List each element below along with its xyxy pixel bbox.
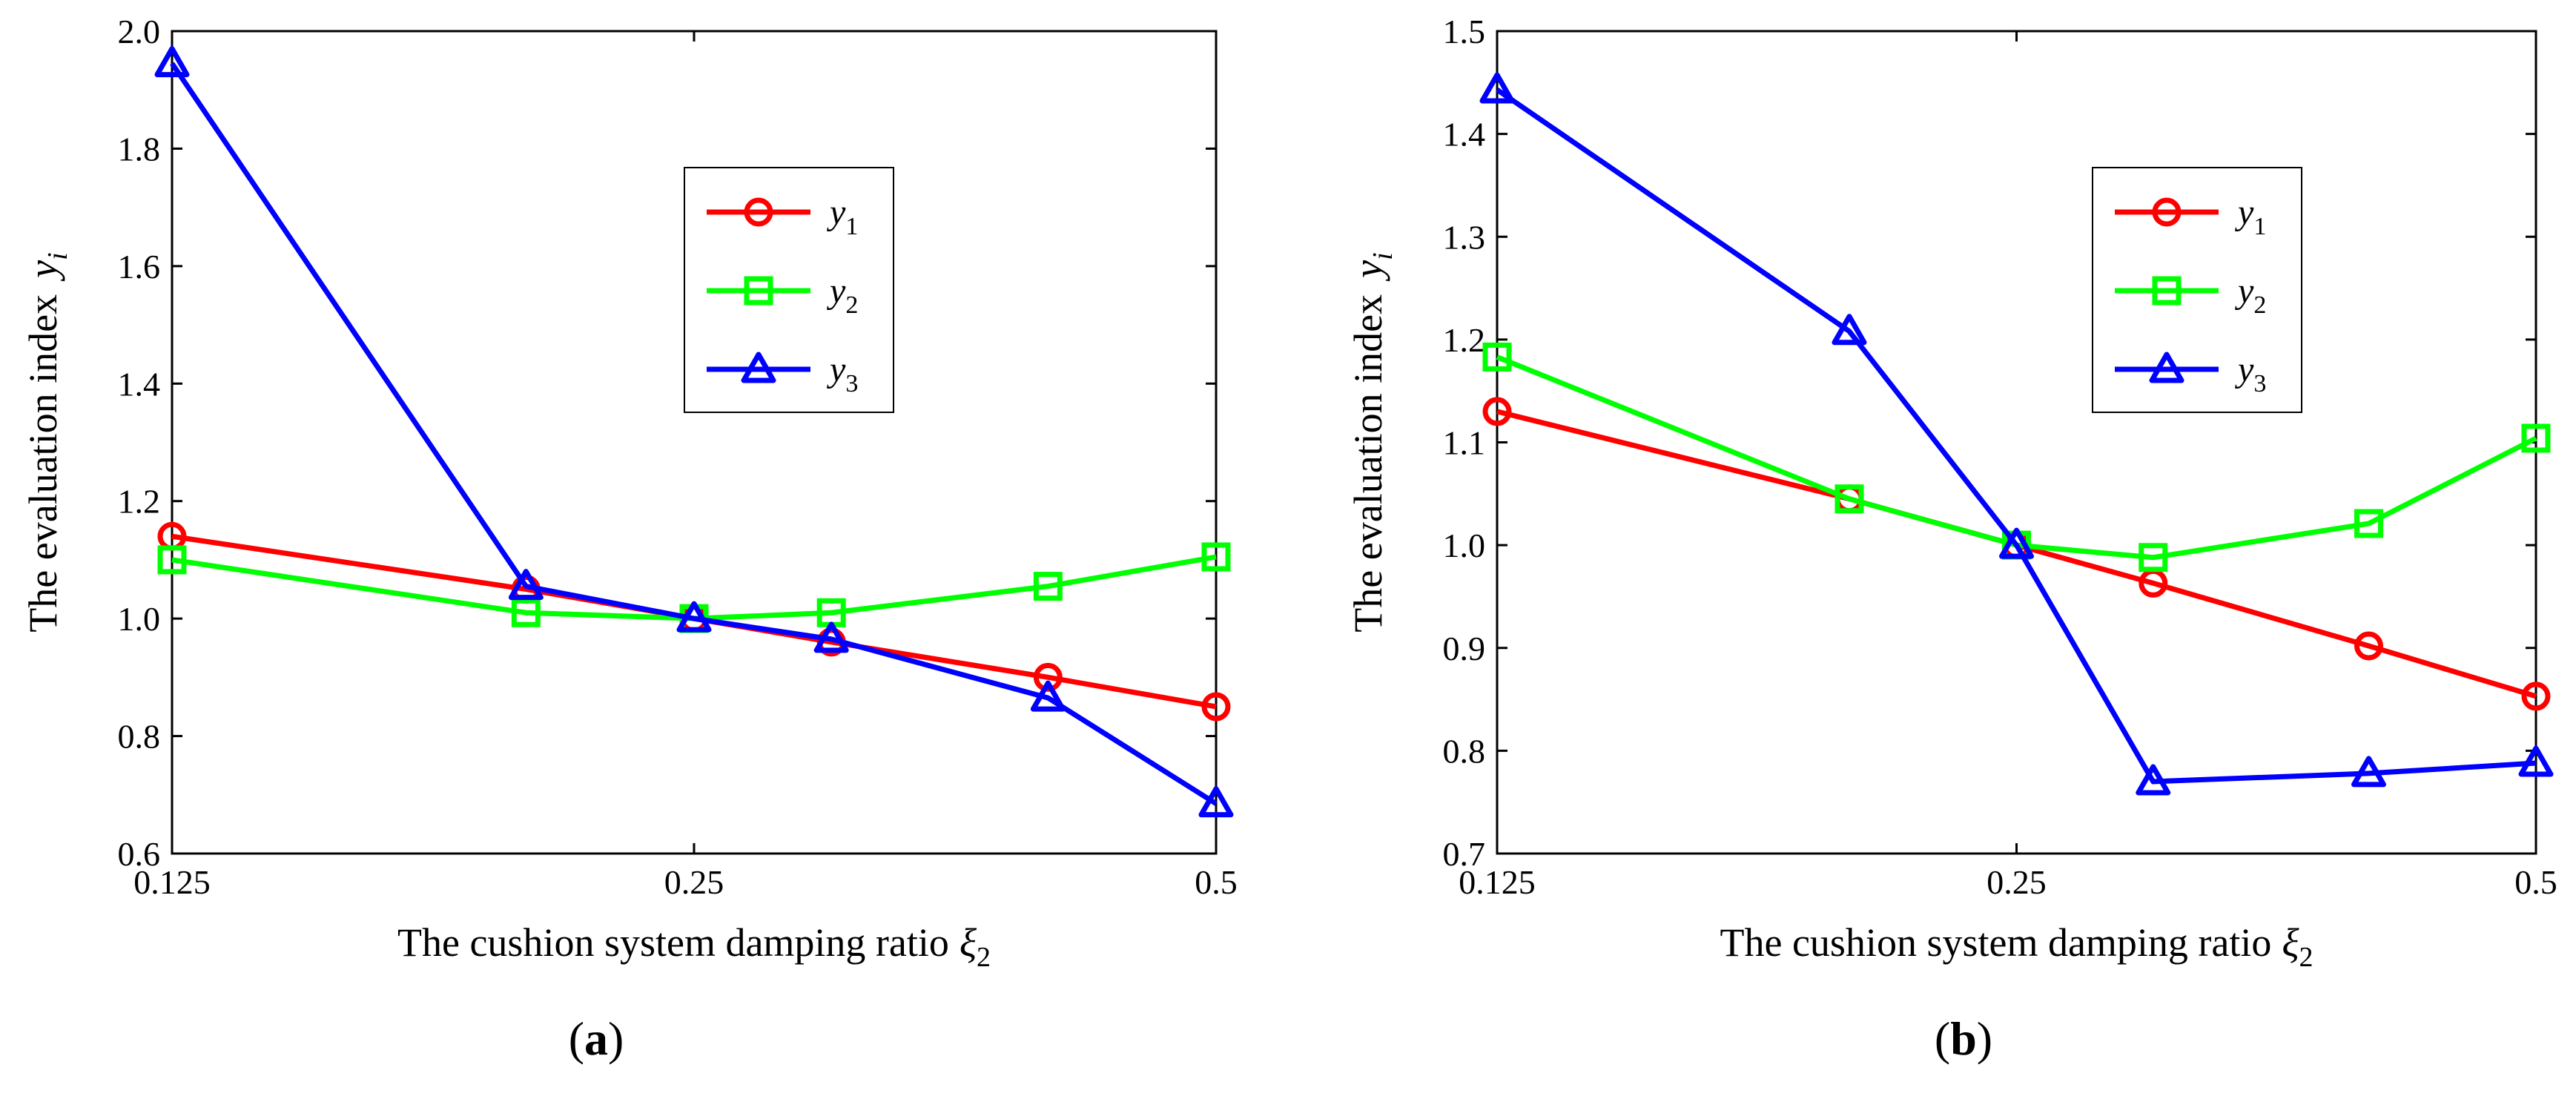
series-y3 (154, 46, 1234, 818)
x-tick-label: 0.125 (1459, 863, 1536, 901)
point-marker-triangle (508, 569, 544, 601)
point-marker-circle (1201, 692, 1231, 722)
point-marker-square (744, 276, 773, 306)
panel-label: (a) (569, 1012, 624, 1065)
point-marker-triangle (2351, 756, 2386, 788)
series-line-y1 (1496, 409, 2537, 699)
point-marker-triangle (154, 46, 190, 78)
legend-item-y2: y2 (707, 271, 858, 319)
point-marker-triangle (2518, 745, 2554, 777)
point-marker-triangle (813, 621, 849, 653)
legend: y1 y2 y3 (684, 167, 894, 413)
point-marker-triangle (2136, 764, 2171, 796)
legend-item-y3: y3 (707, 350, 858, 397)
point-marker-circle (1482, 397, 1512, 426)
series-line-y2 (171, 554, 1217, 621)
point-marker-square (2354, 509, 2383, 538)
point-marker-square (1033, 572, 1063, 601)
y-tick-label: 1.0 (1443, 527, 1486, 564)
y-axis-label: The evaluation indexyi (1346, 252, 1398, 632)
point-marker-circle (2521, 681, 2551, 711)
x-tick-label: 0.5 (1195, 863, 1238, 901)
series-y1 (157, 521, 1231, 722)
series-y3 (1479, 72, 2554, 796)
panel-label: (b) (1935, 1012, 1992, 1065)
point-marker-triangle (1832, 314, 1867, 346)
point-marker-triangle (1198, 786, 1234, 818)
legend-label: y3 (2234, 350, 2266, 397)
point-marker-triangle (1030, 680, 1066, 712)
plot-area-frame (1496, 30, 2537, 855)
y-axis-label: The evaluation indexyi (21, 252, 73, 632)
x-axis-label: The cushion system damping ratio ξ2 (1720, 920, 2314, 973)
x-tick-label: 0.125 (133, 863, 211, 901)
y-tick-label: 1.8 (118, 130, 161, 168)
legend-label: y2 (2234, 271, 2266, 319)
point-marker-square (511, 598, 541, 627)
y-tick-label: 1.0 (118, 600, 161, 638)
series-line-y3 (170, 62, 1218, 806)
point-marker-circle (1033, 662, 1063, 692)
point-marker-square (1834, 484, 1864, 514)
y-tick-label: 1.3 (1443, 218, 1486, 256)
legend: y1 y2 y3 (2092, 167, 2302, 413)
legend-item-y1: y1 (707, 193, 858, 240)
legend-label: y1 (2234, 193, 2266, 240)
point-marker-triangle (2149, 352, 2184, 383)
point-marker-circle (2354, 631, 2383, 661)
y-tick-label: 1.4 (1443, 116, 1486, 154)
point-marker-circle (744, 197, 773, 227)
series-y2 (1482, 342, 2551, 572)
x-axis-label: The cushion system damping ratio ξ2 (397, 920, 991, 973)
y-tick-label: 1.1 (1443, 424, 1486, 462)
y-tick-label: 1.4 (118, 365, 161, 403)
point-marker-square (1482, 342, 1512, 372)
y-tick-label: 2.0 (118, 13, 161, 50)
point-marker-square (2152, 276, 2182, 306)
legend-item-y2: y2 (2115, 271, 2266, 319)
series-line-y2 (1496, 354, 2537, 561)
point-marker-triangle (676, 601, 712, 633)
y-tick-label: 0.6 (118, 835, 161, 873)
legend-label: y1 (826, 193, 858, 240)
plot-area-frame (171, 30, 1218, 855)
point-marker-square (1201, 542, 1231, 572)
legend-label: y3 (826, 350, 858, 397)
y-tick-label: 1.2 (118, 483, 161, 521)
y-tick-label: 1.5 (1443, 13, 1486, 50)
legend-label: y2 (826, 271, 858, 319)
point-marker-square (157, 545, 187, 575)
x-tick-label: 0.25 (1987, 863, 2047, 901)
point-marker-triangle (1479, 72, 1515, 104)
point-marker-square (2139, 543, 2168, 572)
x-tick-label: 0.25 (664, 863, 724, 901)
chart-panel-b: 0.7 0.8 0.9 1.0 1.1 1.2 1.3 1.4 1.5 0.125 0.25 0.5 T… (1346, 13, 2557, 1065)
y-tick-label: 0.8 (1443, 732, 1486, 770)
y-tick-label: 1.6 (118, 248, 161, 286)
y-tick-label: 1.2 (1443, 321, 1486, 359)
legend-item-y3: y3 (2115, 350, 2266, 397)
point-marker-triangle (1999, 527, 2034, 559)
legend-item-y1: y1 (2115, 193, 2266, 240)
chart-panel-a: 0.6 0.8 1.0 1.2 1.4 1.6 1.8 2.0 0.125 0.25 0.5 The … (21, 13, 1238, 1065)
point-marker-triangle (741, 352, 776, 383)
x-tick-label: 0.5 (2514, 863, 2557, 901)
series-line-y3 (1496, 88, 2537, 785)
point-marker-square (2521, 423, 2551, 453)
y-tick-label: 0.7 (1443, 835, 1486, 873)
point-marker-circle (2152, 197, 2182, 227)
y-tick-label: 0.9 (1443, 630, 1486, 667)
y-tick-label: 0.8 (118, 718, 161, 756)
